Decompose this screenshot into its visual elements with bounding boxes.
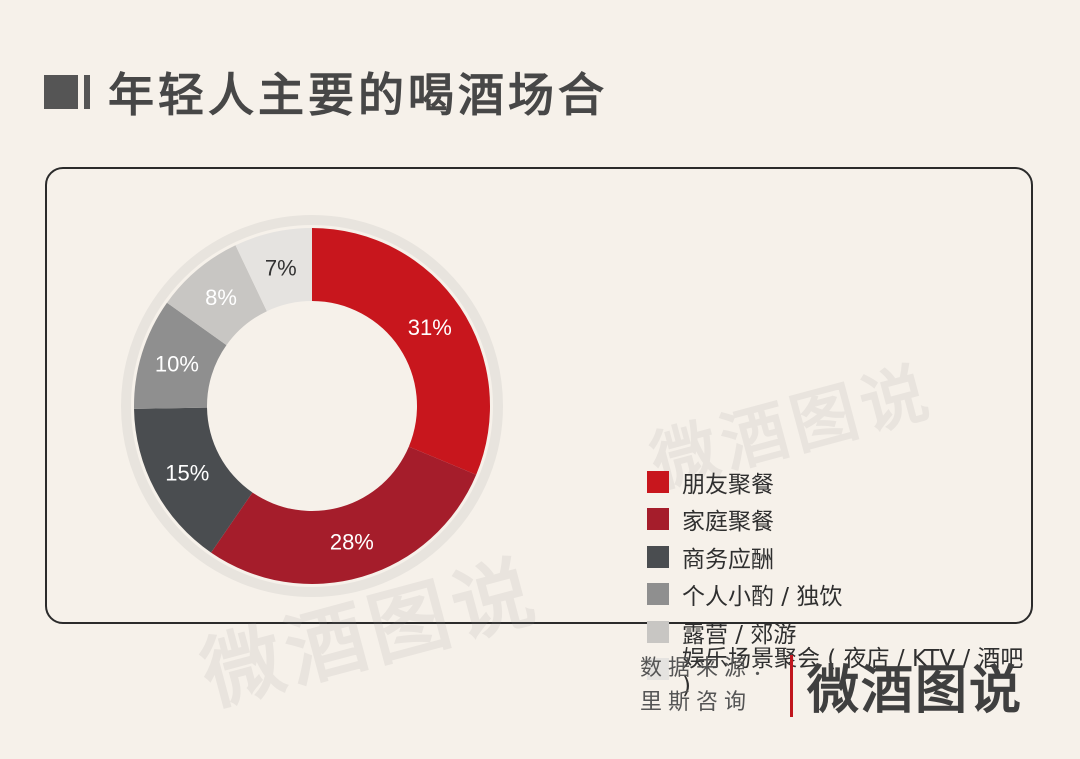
donut-chart: 31% 28% 15% 10% 8% 7%	[121, 215, 503, 597]
legend-item: 商务应酬	[647, 538, 1031, 576]
legend-swatch	[647, 470, 669, 493]
chart-legend: 朋友聚餐家庭聚餐商务应酬个人小酌 / 独饮 露营 / 郊游 娱乐场景聚会 ( 夜店 …	[647, 463, 1031, 699]
legend-swatch	[647, 620, 669, 643]
donut-slice	[167, 245, 267, 346]
legend-swatch	[647, 658, 669, 681]
legend-item: 露营 / 郊游	[647, 613, 1031, 651]
footer-divider	[790, 654, 794, 717]
slice-value-label: 10%	[155, 351, 199, 376]
slice-value-label: 28%	[330, 529, 374, 554]
legend-label: 商务应酬	[682, 546, 774, 573]
source-label: 数据来源：	[640, 655, 781, 681]
legend-item: 家庭聚餐	[647, 501, 1031, 539]
donut-halo	[121, 215, 503, 597]
legend-item: 个人小酌 / 独饮	[647, 576, 1031, 614]
legend-item: 朋友聚餐	[647, 463, 1031, 501]
donut-slice	[134, 407, 253, 553]
data-source: 数据来源： 里斯咨询	[640, 652, 780, 720]
legend-label: 露营 / 郊游	[682, 621, 797, 648]
legend-swatch	[647, 583, 669, 606]
brand-logo: 微酒图说	[807, 661, 1024, 721]
legend-label: 朋友聚餐	[682, 471, 774, 498]
header: 年轻人主要的喝酒场合	[44, 62, 608, 122]
page-title: 年轻人主要的喝酒场合	[108, 68, 608, 122]
source-name: 里斯咨询	[640, 689, 753, 715]
legend-label: 个人小酌 / 独饮	[682, 584, 843, 611]
legend-label: 家庭聚餐	[682, 509, 774, 536]
legend-swatch	[647, 545, 669, 568]
slice-value-label: 15%	[165, 460, 209, 485]
slice-value-label: 7%	[265, 255, 297, 280]
legend-item: 娱乐场景聚会 ( 夜店 / KTV / 酒吧 )	[647, 646, 1031, 699]
donut-slice	[211, 446, 477, 584]
donut-slice	[134, 302, 227, 409]
title-mark-icon	[44, 75, 90, 109]
donut-slice	[235, 228, 312, 312]
footer: 数据来源： 里斯咨询 微酒图说	[640, 648, 1023, 723]
slice-value-label: 31%	[408, 315, 452, 340]
donut-slice	[312, 228, 491, 475]
legend-label: 娱乐场景聚会 ( 夜店 / KTV / 酒吧 )	[682, 646, 1024, 700]
slice-value-label: 8%	[205, 285, 237, 310]
chart-card: 微酒图说 微酒图说 31% 28% 15% 10% 8% 7% 朋友聚餐 家庭聚餐 商务应酬个…	[45, 167, 1033, 723]
legend-swatch	[647, 508, 669, 531]
